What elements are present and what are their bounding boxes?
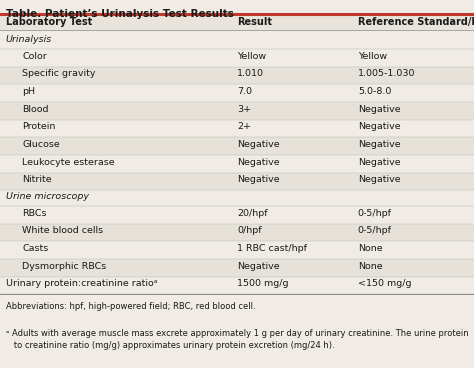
Bar [0,241,474,259]
Text: None: None [358,262,383,270]
Bar [0,259,474,277]
Text: Negative: Negative [237,140,280,149]
Text: 2+: 2+ [237,122,251,131]
Text: 1500 mg/g: 1500 mg/g [237,279,289,288]
Bar [0,206,474,224]
Text: Color: Color [22,52,47,60]
Text: Specific gravity: Specific gravity [22,69,96,78]
Text: 1 RBC cast/hpf: 1 RBC cast/hpf [237,244,307,253]
Bar [0,190,474,206]
Text: 5.0-8.0: 5.0-8.0 [358,87,391,96]
Text: Reference Standard/Range: Reference Standard/Range [358,17,474,27]
Text: Leukocyte esterase: Leukocyte esterase [22,158,115,166]
Text: Negative: Negative [358,140,401,149]
Text: Glucose: Glucose [22,140,60,149]
Bar [0,277,474,294]
Text: Negative: Negative [358,105,401,113]
Text: None: None [358,244,383,253]
Text: Result: Result [237,17,272,27]
Bar [0,120,474,137]
Bar [0,155,474,173]
Bar [0,224,474,241]
Text: Negative: Negative [237,158,280,166]
Text: 0-5/hpf: 0-5/hpf [358,226,392,235]
Text: Abbreviations: hpf, high-powered field; RBC, red blood cell.: Abbreviations: hpf, high-powered field; … [6,302,255,311]
Text: pH: pH [22,87,35,96]
Bar [0,137,474,155]
Text: Dysmorphic RBCs: Dysmorphic RBCs [22,262,107,270]
Text: Urinary protein:creatinine ratioᵃ: Urinary protein:creatinine ratioᵃ [6,279,157,288]
Text: 0-5/hpf: 0-5/hpf [358,209,392,217]
Text: 0/hpf: 0/hpf [237,226,262,235]
Text: ᵃ Adults with average muscle mass excrete approximately 1 g per day of urinary c: ᵃ Adults with average muscle mass excret… [6,329,468,350]
Text: White blood cells: White blood cells [22,226,103,235]
Text: Yellow: Yellow [237,52,266,60]
Text: RBCs: RBCs [22,209,47,217]
Bar [0,102,474,120]
Text: 1.010: 1.010 [237,69,264,78]
Text: Casts: Casts [22,244,48,253]
Text: Negative: Negative [358,175,401,184]
Text: 7.0: 7.0 [237,87,252,96]
Text: Urinalysis: Urinalysis [6,35,52,44]
Text: Negative: Negative [358,158,401,166]
Text: Nitrite: Nitrite [22,175,52,184]
Bar [0,49,474,67]
Text: Urine microscopy: Urine microscopy [6,192,89,201]
Bar [0,67,474,84]
Text: Table. Patient’s Urinalysis Test Results: Table. Patient’s Urinalysis Test Results [6,9,234,19]
Text: 1.005-1.030: 1.005-1.030 [358,69,415,78]
Text: Negative: Negative [237,175,280,184]
Bar [0,15,474,30]
Bar [0,84,474,102]
Text: Protein: Protein [22,122,55,131]
Text: Laboratory Test: Laboratory Test [6,17,92,27]
Text: 3+: 3+ [237,105,251,113]
Text: Blood: Blood [22,105,49,113]
Text: 20/hpf: 20/hpf [237,209,268,217]
Bar [0,33,474,49]
Bar [0,173,474,190]
Text: Negative: Negative [358,122,401,131]
Text: Negative: Negative [237,262,280,270]
Text: Yellow: Yellow [358,52,387,60]
Text: <150 mg/g: <150 mg/g [358,279,411,288]
